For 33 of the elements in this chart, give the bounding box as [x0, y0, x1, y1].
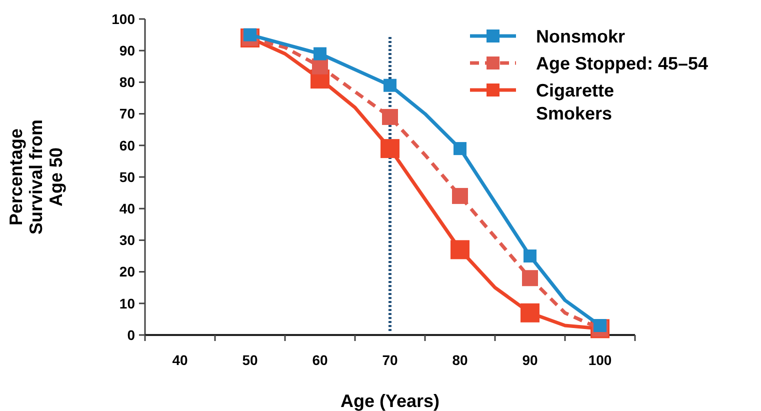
- y-tick-label: 70: [119, 106, 136, 122]
- y-axis-title: Percentage Survival from Age 50: [6, 119, 66, 235]
- y-tick-label: 80: [119, 74, 136, 90]
- point: [520, 303, 540, 322]
- y-tick-label: 10: [119, 295, 136, 312]
- y-tick-label: 20: [119, 264, 136, 280]
- x-tick-label: 80: [452, 352, 468, 368]
- point: [450, 240, 470, 260]
- point: [524, 250, 536, 262]
- point: [380, 139, 400, 158]
- x-tick-label: 40: [172, 352, 188, 368]
- y-tick-label: 0: [127, 326, 136, 343]
- point: [314, 47, 326, 60]
- y-tick-label: 40: [119, 200, 136, 216]
- y-tick-label: 50: [119, 168, 136, 185]
- point: [452, 188, 468, 204]
- point: [454, 142, 466, 156]
- x-axis-title: Age (Years): [340, 391, 440, 411]
- legend-label: Nonsmokr: [536, 26, 626, 46]
- point: [384, 78, 396, 92]
- legend-label: Age Stopped: 45–54: [536, 53, 708, 74]
- point: [382, 108, 398, 125]
- point: [522, 270, 538, 286]
- x-tick-label: 50: [242, 352, 258, 368]
- x-tick-label: 70: [382, 352, 398, 368]
- x-tick-label: 60: [312, 352, 328, 368]
- x-tick-label: 90: [522, 352, 538, 368]
- x-tick-label: 100: [588, 352, 612, 368]
- y-tick-label: 90: [119, 42, 136, 58]
- y-tick-label: 30: [119, 232, 136, 248]
- y-tick-label: 60: [119, 137, 136, 154]
- legend-label: Cigarette Smokers: [536, 80, 614, 124]
- y-tick-label: 100: [112, 10, 136, 27]
